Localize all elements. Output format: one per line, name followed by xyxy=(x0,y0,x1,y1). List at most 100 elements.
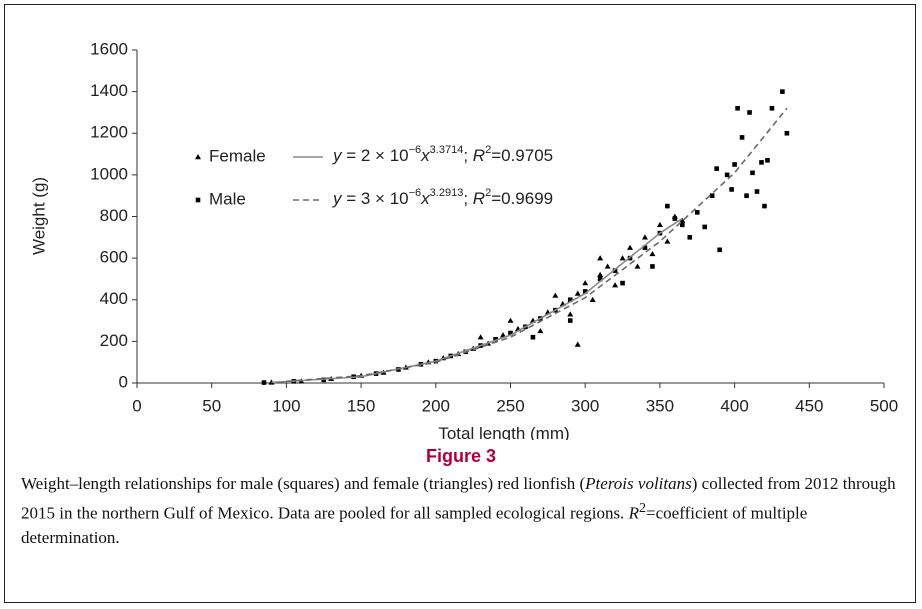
point xyxy=(477,334,484,340)
point xyxy=(612,268,618,273)
legend-equation: y = 3 × 10−6x3.2913; R2=0.9699 xyxy=(332,187,553,209)
point xyxy=(567,318,573,323)
equation-part: ; xyxy=(463,146,472,165)
legend-label: Male xyxy=(209,189,246,208)
x-tick-label: 100 xyxy=(272,396,300,415)
point xyxy=(597,255,604,261)
point xyxy=(762,203,767,209)
point xyxy=(567,311,574,317)
point xyxy=(597,276,603,282)
point xyxy=(664,238,671,244)
point xyxy=(769,105,775,111)
x-tick-label: 350 xyxy=(646,396,674,415)
point xyxy=(642,245,648,251)
equation-part: 3.2913 xyxy=(430,187,464,199)
equation-part: =0.9699 xyxy=(491,189,553,208)
point xyxy=(493,336,498,342)
point xyxy=(508,330,513,336)
point xyxy=(750,170,755,176)
point xyxy=(765,158,770,163)
point xyxy=(665,203,670,209)
point xyxy=(589,296,596,302)
point xyxy=(641,234,648,240)
point xyxy=(735,105,740,111)
point xyxy=(620,280,625,286)
y-tick-label: 200 xyxy=(100,331,128,350)
point xyxy=(612,282,619,288)
point xyxy=(729,187,734,192)
x-tick-label: 300 xyxy=(571,396,599,415)
fit-line xyxy=(286,107,788,383)
y-tick-label: 1000 xyxy=(90,164,128,183)
chart: Total length (mm) Weight (g) 0 200 400 600 8… xyxy=(29,39,898,440)
point xyxy=(634,263,641,269)
x-tick-label: 500 xyxy=(870,396,898,415)
point xyxy=(759,160,764,165)
point xyxy=(650,264,655,269)
point xyxy=(574,341,581,347)
y-tick-label: 1400 xyxy=(90,81,128,100)
legend-marker xyxy=(195,197,201,203)
point xyxy=(582,280,589,286)
legend-label: Female xyxy=(209,146,266,165)
point xyxy=(724,172,730,178)
equation-part: =0.9705 xyxy=(491,146,553,165)
point xyxy=(784,130,790,136)
equation-part: −6 xyxy=(409,144,422,156)
caption-text: ) collected from 2012 through 2015 in th… xyxy=(21,474,896,523)
point xyxy=(714,166,719,171)
y-tick-label: 600 xyxy=(100,248,128,267)
point xyxy=(597,271,604,277)
caption-text: Weight–length relationships for male (sq… xyxy=(21,474,586,493)
equation-part: R xyxy=(473,146,485,165)
equation-part: R xyxy=(473,189,485,208)
legend-marker xyxy=(195,154,201,160)
point xyxy=(261,380,267,385)
caption-superscript: 2 xyxy=(638,500,647,516)
legend-equation: y = 2 × 10−6x3.3714; R2=0.9705 xyxy=(332,144,553,166)
caption-symbol: R xyxy=(628,503,639,523)
point xyxy=(687,235,693,240)
point xyxy=(507,317,514,323)
y-tick-label: 0 xyxy=(119,372,128,391)
point xyxy=(619,255,626,261)
y-tick-label: 1600 xyxy=(90,39,128,58)
point xyxy=(537,327,544,334)
point xyxy=(500,332,507,338)
caption-species: Pterois volitans xyxy=(585,474,692,493)
point xyxy=(672,216,678,221)
figure-frame xyxy=(4,4,916,603)
equation-part: 2 xyxy=(485,144,491,156)
equation-part: 3.3714 xyxy=(430,144,464,156)
point xyxy=(567,297,573,303)
equation-part: = 2 × 10 xyxy=(342,146,409,165)
fit-line xyxy=(271,217,683,384)
point xyxy=(694,210,700,215)
equation-part: 2 xyxy=(485,187,491,199)
caption-text: =coefficient of multiple determination. xyxy=(21,503,808,547)
y-tick-label: 800 xyxy=(100,206,128,225)
caption: Weight–length relationships for male (sq… xyxy=(21,472,901,550)
point xyxy=(627,244,634,250)
point xyxy=(649,250,656,257)
equation-part: y xyxy=(332,146,343,165)
equation-part: x xyxy=(420,146,430,165)
y-tick-label: 400 xyxy=(100,289,128,308)
x-tick-label: 50 xyxy=(202,396,221,415)
x-tick-label: 200 xyxy=(422,396,450,415)
point xyxy=(732,162,737,167)
equation-part: x xyxy=(420,189,430,208)
point xyxy=(754,189,760,194)
y-tick-label: 1200 xyxy=(90,123,128,142)
equation-part: ; xyxy=(463,189,472,208)
y-axis-label: Weight (g) xyxy=(29,177,48,255)
point xyxy=(604,263,611,269)
point xyxy=(702,224,708,230)
point xyxy=(744,193,749,198)
point xyxy=(656,221,663,228)
point xyxy=(679,217,686,223)
x-tick-label: 450 xyxy=(795,396,823,415)
point xyxy=(739,135,745,140)
x-axis-label: Total length (mm) xyxy=(438,424,569,440)
point xyxy=(680,222,685,228)
